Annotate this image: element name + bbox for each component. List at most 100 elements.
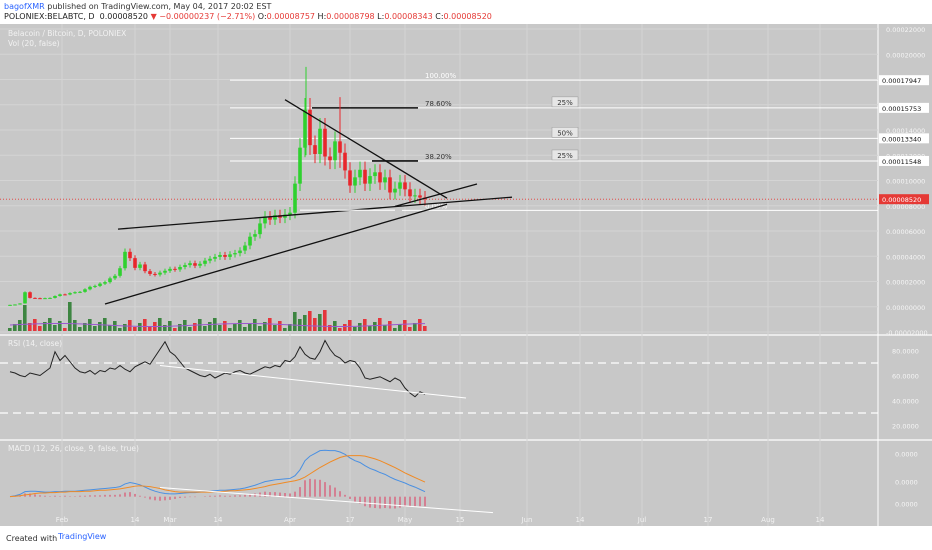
fib-level-label: 38.20% [425, 153, 452, 161]
volume-bar [83, 323, 87, 331]
candle-body [223, 254, 227, 257]
x-tick-label: 15 [456, 516, 465, 524]
x-tick-label: 14 [131, 516, 140, 524]
candle-body [33, 297, 37, 299]
x-tick-label: Jul [637, 516, 647, 524]
x-tick-label: 14 [214, 516, 223, 524]
tradingview-logo[interactable]: TradingView [58, 532, 107, 541]
volume-bar [138, 323, 142, 331]
percent-label: 50% [557, 129, 573, 137]
macd-title: MACD (12, 26, close, 9, false, true) [8, 444, 139, 453]
volume-bar [13, 324, 17, 331]
y-tick-label: 0.00022000 [886, 26, 925, 34]
candle-body [343, 152, 347, 171]
high-label: H: [317, 12, 327, 21]
candle-body [68, 293, 72, 295]
volume-bar [103, 318, 107, 331]
candle-body [213, 256, 217, 259]
created-with-text: Created with [6, 534, 58, 543]
price-axis-label: 0.00017947 [882, 77, 921, 85]
candle-body [78, 291, 82, 293]
volume-bar [18, 320, 22, 331]
candle-body [263, 216, 267, 224]
x-tick-label: Jun [521, 516, 533, 524]
volume-bar [243, 327, 247, 331]
candle-body [318, 128, 322, 154]
volume-bar [258, 326, 262, 331]
candle-body [53, 296, 57, 298]
rsi-title: RSI (14, close) [8, 339, 62, 348]
candle-body [198, 263, 202, 266]
candle-body [228, 254, 232, 257]
author-link[interactable]: bagofXMR [4, 2, 45, 11]
volume-bar [303, 315, 307, 331]
candle-body [248, 236, 252, 246]
candle-body [158, 272, 162, 275]
volume-bar [73, 320, 77, 331]
candle-body [163, 270, 167, 273]
x-tick-label: Feb [56, 516, 69, 524]
price-axis-label-box [879, 133, 929, 144]
candle-body [153, 273, 157, 275]
candle-body [333, 141, 337, 161]
percent-label-box [551, 96, 579, 108]
close-value: 0.00008520 [443, 12, 492, 21]
candle-body [293, 183, 297, 213]
high-value: 0.00008798 [326, 12, 375, 21]
trend-line [117, 196, 513, 230]
volume-bar [58, 321, 62, 331]
candle-body [243, 245, 247, 251]
candle-body [303, 109, 307, 148]
chart-title: Belacoin / Bitcoin, D, POLONIEX [8, 29, 126, 38]
volume-bar [373, 322, 377, 331]
volume-bar [118, 328, 122, 331]
volume-indicator-label: Vol (20, false) [8, 39, 60, 48]
candle-body [368, 176, 372, 184]
volume-bar [378, 318, 382, 331]
y-tick-label: 0.00010000 [886, 178, 925, 186]
volume-bar [338, 328, 342, 331]
rsi-line [9, 339, 426, 398]
volume-bar [98, 322, 102, 331]
chart-svg[interactable]: Belacoin / Bitcoin, D, POLONIEX Vol (20,… [0, 24, 932, 526]
candle-body [378, 172, 382, 183]
macd-line [9, 449, 426, 498]
volume-bar [193, 323, 197, 331]
price-axis-label-box [879, 155, 929, 166]
candle-body [18, 303, 22, 305]
low-value: 0.00008343 [384, 12, 433, 21]
rsi-y-tick-label: 40.0000 [892, 398, 919, 406]
candle-body [268, 216, 272, 220]
y-tick-label: -0.00002000 [886, 329, 928, 337]
candle-body [28, 292, 32, 298]
volume-bar [123, 324, 127, 331]
volume-bar [358, 323, 362, 331]
candle-body [403, 182, 407, 190]
rsi-y-tick-label: 60.0000 [892, 373, 919, 381]
candle-body [88, 286, 92, 290]
volume-bar [283, 328, 287, 331]
x-tick-label: Mar [163, 516, 176, 524]
price-axis-label-box [879, 102, 929, 113]
volume-bar [353, 327, 357, 331]
candle-body [43, 298, 47, 300]
volume-bar [148, 326, 152, 331]
macd-y-tick-label: 0.0000 [895, 479, 918, 487]
candle-body [233, 253, 237, 255]
chart-area[interactable]: Belacoin / Bitcoin, D, POLONIEX Vol (20,… [0, 24, 932, 526]
trend-line [104, 203, 448, 305]
rsi-y-tick-label: 80.0000 [892, 348, 919, 356]
candle-body [168, 268, 172, 271]
volume-bar [223, 321, 227, 331]
volume-bar [93, 326, 97, 331]
volume-bar [128, 320, 132, 331]
volume-bar [368, 326, 372, 331]
candle-body [288, 212, 292, 215]
fib-level-label: 100.00% [425, 72, 456, 80]
volume-bar [328, 325, 332, 331]
percent-label-box [551, 127, 579, 138]
volume-bar [173, 328, 177, 331]
candle-body [193, 263, 197, 266]
volume-bar [418, 319, 422, 331]
volume-bar [43, 322, 47, 331]
